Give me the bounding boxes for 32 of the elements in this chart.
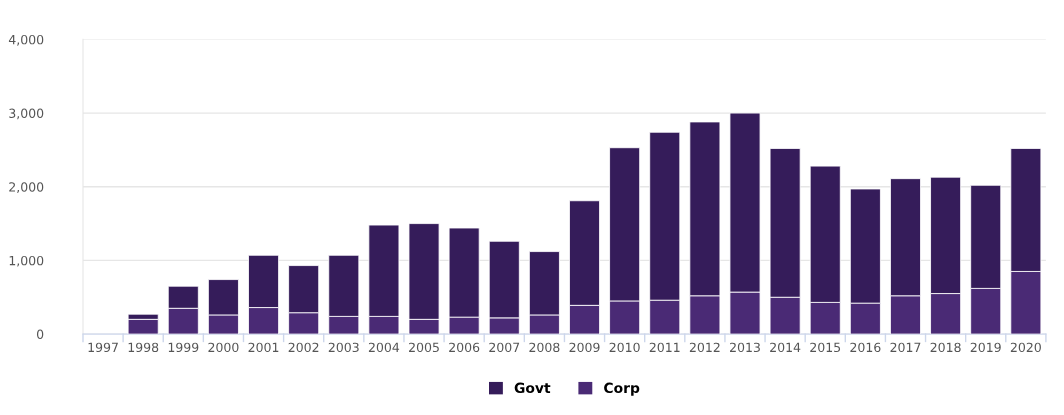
x-tick-label: 2017 xyxy=(890,342,921,353)
x-tick-label: 2013 xyxy=(730,342,760,353)
x-tick-label: 2001 xyxy=(248,342,279,353)
x-tick-label: 1997 xyxy=(88,342,118,353)
x-tick-label: 2008 xyxy=(529,342,560,353)
x-tick-label: 2014 xyxy=(770,342,801,353)
legend-label: Govt xyxy=(514,382,551,394)
legend-label: Corp xyxy=(604,382,640,396)
x-tick-label: 2015 xyxy=(810,342,841,353)
x-tick-label: 1998 xyxy=(128,342,159,353)
x-tick-label: 1999 xyxy=(168,342,199,353)
x-tick-label: 2016 xyxy=(850,342,881,353)
x-tick-label: 2002 xyxy=(288,342,319,353)
y-tick-label: 3,000 xyxy=(9,108,44,120)
x-tick-label: 2006 xyxy=(449,342,480,353)
x-tick-label: 2019 xyxy=(970,342,1001,353)
bar xyxy=(127,318,159,335)
y-tick-label: 2,000 xyxy=(9,182,44,193)
x-tick-label: 2020 xyxy=(1010,342,1041,353)
x-tick-label: 2004 xyxy=(368,342,400,353)
x-tick-label: 2011 xyxy=(649,342,680,353)
x-tick-label: 2018 xyxy=(930,342,961,353)
x-tick-label: 2012 xyxy=(689,342,720,353)
y-tick-label: 0 xyxy=(36,329,44,339)
x-tick-label: 2010 xyxy=(609,342,640,353)
x-tick-label: 2005 xyxy=(409,342,439,353)
y-tick-label: 4,000 xyxy=(8,34,44,46)
y-tick-label: 1,000 xyxy=(9,255,44,267)
x-tick-label: 2003 xyxy=(328,342,359,353)
x-tick-label: 2007 xyxy=(489,342,520,353)
x-tick-label: 2009 xyxy=(569,342,600,353)
x-tick-label: 2000 xyxy=(208,342,239,353)
